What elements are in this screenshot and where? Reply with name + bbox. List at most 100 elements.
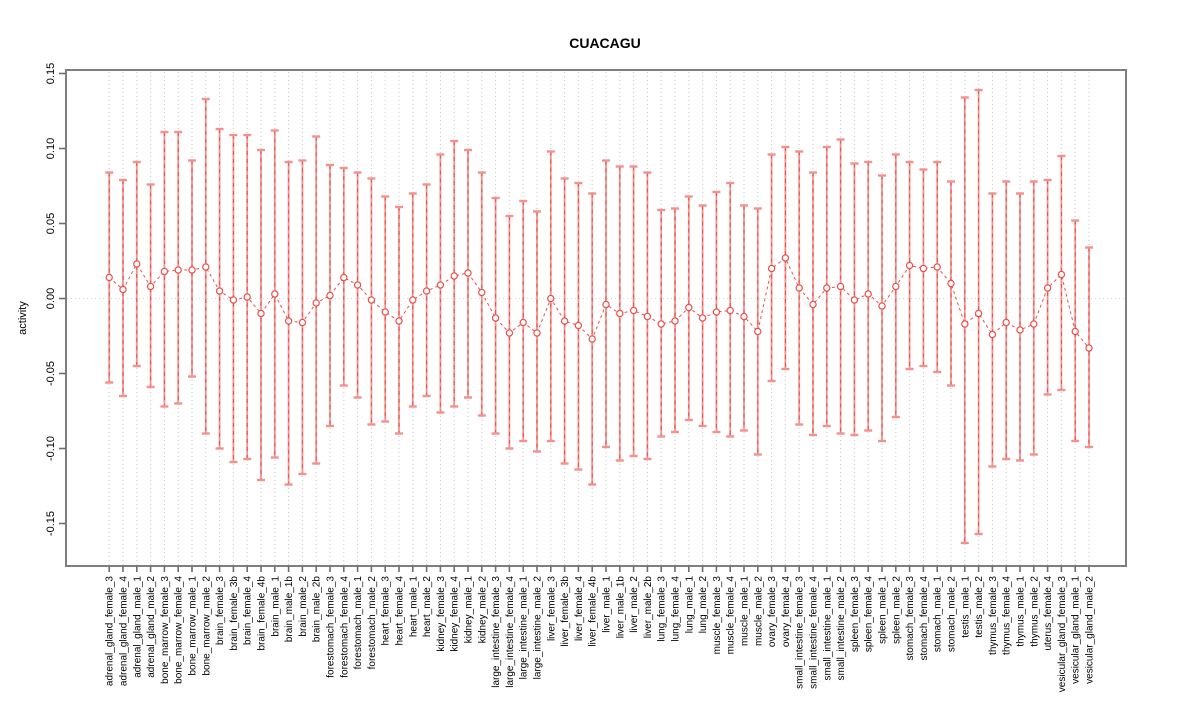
x-tick-label: thymus_female_4: [1002, 576, 1013, 655]
x-tick-label: liver_female_3b: [560, 576, 571, 647]
data-point: [298, 318, 307, 327]
x-tick-label: lung_female_3: [657, 576, 668, 642]
x-tick-label: stomach_female_4: [919, 576, 930, 661]
x-tick-label: thymus_female_3: [988, 576, 999, 655]
x-tick-label: large_intestine_male_1: [519, 576, 530, 680]
x-tick-label: thymus_male_1: [1016, 576, 1027, 647]
data-point: [312, 299, 320, 307]
data-point: [685, 303, 693, 312]
error-bar: [1029, 180, 1038, 456]
x-tick-label: kidney_female_3: [436, 576, 447, 652]
x-tick-label: stomach_female_3: [905, 576, 916, 661]
x-tick-label: brain_male_1b: [284, 576, 295, 643]
data-point: [1043, 284, 1052, 292]
data-point: [409, 296, 417, 304]
data-point: [215, 287, 224, 295]
data-point: [243, 293, 251, 301]
x-tick-label: uterus_female_4: [1043, 576, 1054, 651]
x-tick-label: large_intestine_female_4: [505, 576, 516, 688]
data-point: [464, 269, 472, 277]
data-point: [933, 263, 941, 271]
data-point: [367, 296, 376, 304]
x-tick-label: small_intestine_male_1: [822, 576, 833, 681]
x-tick-label: brain_male_2b: [312, 576, 323, 643]
data-point: [1057, 270, 1066, 279]
y-axis-label: activity: [17, 301, 29, 335]
x-tick-label: ovary_female_3: [767, 576, 778, 648]
y-tick-label: -0.05: [45, 361, 57, 386]
x-tick-label: forestomach_female_3: [326, 576, 337, 678]
data-point: [533, 329, 541, 337]
x-tick-label: small_intestine_female_3: [795, 576, 806, 689]
x-tick-label: muscle_male_1: [740, 576, 751, 646]
x-tick-label: forestomach_female_4: [339, 576, 350, 678]
x-tick-label: adrenal_gland_male_1: [132, 576, 143, 678]
y-tick-label: 0.00: [45, 288, 57, 309]
x-tick-label: adrenal_gland_female_3: [105, 576, 116, 687]
data-point: [547, 294, 555, 303]
data-point: [754, 327, 762, 336]
x-tick-label: testis_male_2: [974, 576, 985, 638]
data-point: [436, 281, 445, 289]
plot-frame: [65, 69, 1127, 567]
data-point: [988, 330, 997, 339]
data-point: [795, 284, 803, 292]
x-tick-label: spleen_male_1: [878, 576, 889, 644]
x-tick-label: lung_male_2: [698, 576, 709, 634]
error-bar: [988, 192, 997, 468]
x-tick-label: brain_female_4b: [257, 576, 268, 651]
x-tick-label: brain_female_3b: [229, 576, 240, 651]
data-point: [823, 284, 831, 292]
data-point: [905, 261, 914, 270]
data-point: [284, 317, 293, 325]
data-point: [616, 309, 624, 318]
data-point: [602, 300, 610, 309]
data-point: [422, 287, 431, 295]
x-tick-label: liver_female_3: [546, 576, 557, 641]
data-point: [519, 318, 527, 327]
x-tick-label: heart_female_3: [381, 576, 392, 646]
x-tick-label: muscle_female_3: [712, 576, 723, 655]
error-bar: [298, 159, 307, 476]
x-tick-label: small_intestine_male_2: [836, 576, 847, 681]
data-point: [229, 296, 238, 304]
data-point: [1071, 327, 1079, 336]
x-tick-label: kidney_female_4: [450, 576, 461, 652]
data-point: [1002, 318, 1010, 327]
data-point: [574, 321, 583, 330]
x-tick-label: vesicular_gland_male_2: [1085, 576, 1096, 684]
x-tick-label: spleen_male_2: [891, 576, 902, 644]
data-point: [836, 282, 845, 291]
x-tick-label: kidney_male_2: [477, 576, 488, 644]
x-tick-label: small_intestine_female_4: [809, 576, 820, 689]
y-tick-label: 0.10: [45, 138, 57, 159]
x-tick-label: ovary_female_4: [781, 576, 792, 648]
x-tick-label: kidney_male_1: [464, 576, 475, 644]
data-point: [809, 300, 817, 309]
data-point: [1085, 344, 1093, 352]
data-point: [671, 317, 679, 325]
x-tick-label: bone_marrow_female_4: [174, 576, 185, 684]
data-point: [878, 302, 886, 310]
data-point: [353, 281, 362, 289]
data-point: [133, 260, 141, 268]
grid-lines: [67, 72, 1125, 565]
x-tick-label: vesicular_gland_female_3: [1057, 576, 1068, 693]
data-point: [767, 264, 776, 273]
x-tick-label: muscle_male_2: [753, 576, 764, 646]
data-point: [919, 264, 928, 273]
y-tick-label: 0.05: [45, 213, 57, 234]
data-point: [271, 290, 279, 298]
x-tick-label: stomach_male_1: [933, 576, 944, 653]
data-point: [726, 306, 734, 315]
data-point: [119, 285, 127, 294]
x-tick-label: testis_male_1: [960, 576, 971, 638]
x-tick-label: brain_male_1: [270, 576, 281, 637]
data-point: [1016, 326, 1024, 334]
data-point: [961, 320, 969, 328]
data-point: [1030, 320, 1038, 328]
x-tick-label: brain_male_2: [298, 576, 309, 637]
x-tick-label: liver_male_2: [629, 576, 640, 633]
